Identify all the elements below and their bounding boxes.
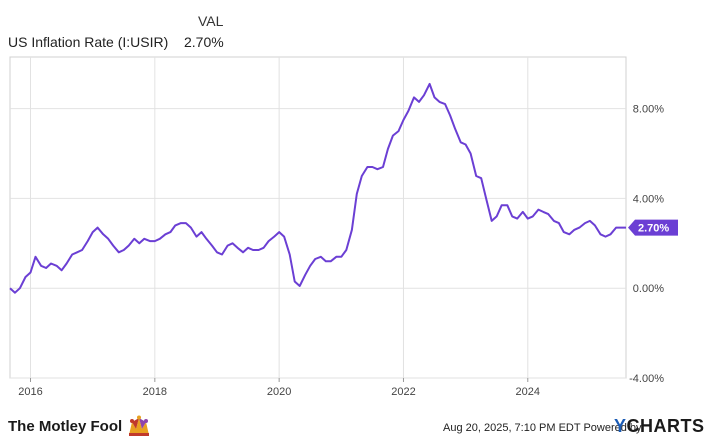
last-value-badge: 2.70% bbox=[628, 219, 678, 236]
motley-fool-wordmark: The Motley Fool bbox=[8, 417, 123, 435]
footer: The Motley Fool Aug 20, 2025, 7:10 PM ED… bbox=[0, 404, 720, 441]
last-value-badge-shape bbox=[628, 219, 678, 236]
motley-fool-logo[interactable]: The Motley Fool bbox=[8, 413, 152, 439]
last-value-badge-label: 2.70% bbox=[638, 223, 669, 235]
legend: VAL US Inflation Rate (I:USIR) 2.70% bbox=[0, 0, 720, 56]
jester-hat-icon bbox=[129, 415, 150, 436]
x-tick-label-2024: 2024 bbox=[516, 386, 540, 398]
powered-by-credit: Aug 20, 2025, 7:10 PM EDT Powered by bbox=[443, 422, 642, 434]
series-line-us-inflation[interactable] bbox=[9, 82, 626, 294]
grid-layer bbox=[10, 57, 626, 379]
x-axis: 2016 2018 2020 2022 2024 bbox=[18, 378, 540, 398]
legend-value-header: VAL bbox=[198, 13, 224, 29]
ycharts-logo-text: CHARTS bbox=[626, 416, 705, 436]
y-tick-label-4: 4.00% bbox=[633, 193, 664, 205]
x-tick-label-2016: 2016 bbox=[18, 386, 42, 398]
x-tick-label-2020: 2020 bbox=[267, 386, 291, 398]
y-tick-label-0: 0.00% bbox=[633, 283, 664, 295]
plot-area bbox=[9, 56, 627, 379]
x-tick-label-2022: 2022 bbox=[391, 386, 415, 398]
legend-series-value: 2.70% bbox=[184, 34, 224, 50]
ycharts-logo-y: Y bbox=[614, 416, 627, 436]
line-chart: 2016 2018 2020 2022 2024 -4.00% 0.00% 4.00% 8.0… bbox=[9, 56, 678, 398]
x-tick-label-2018: 2018 bbox=[143, 386, 167, 398]
y-tick-label--4: -4.00% bbox=[629, 373, 664, 385]
y-tick-label-8: 8.00% bbox=[633, 104, 664, 116]
y-axis: -4.00% 0.00% 4.00% 8.00% bbox=[629, 104, 664, 385]
legend-series-name[interactable]: US Inflation Rate (I:USIR) bbox=[8, 34, 169, 50]
ycharts-logo[interactable]: YCHARTS bbox=[614, 416, 705, 437]
